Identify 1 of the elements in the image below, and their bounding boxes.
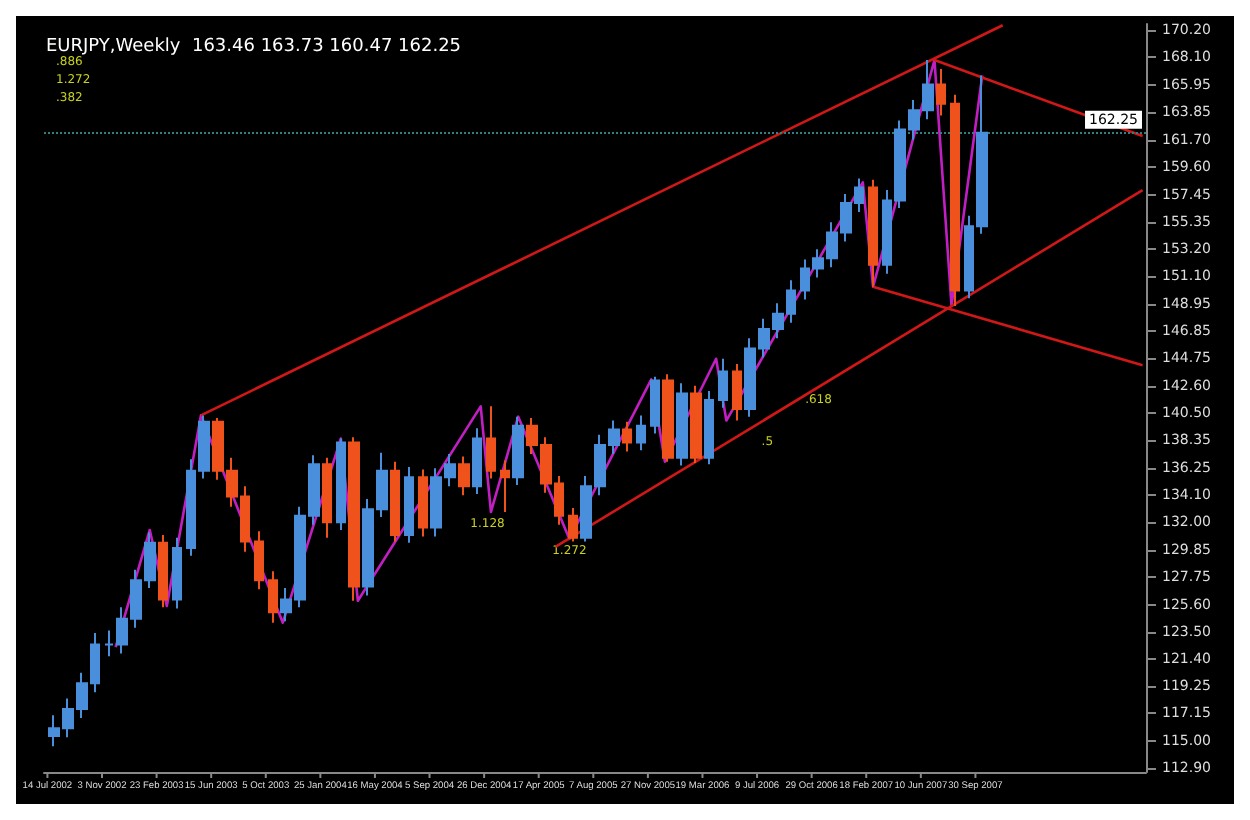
text: EURJPY,Weekly 163.46 163.73 160.47 162.25 [46, 37, 462, 57]
